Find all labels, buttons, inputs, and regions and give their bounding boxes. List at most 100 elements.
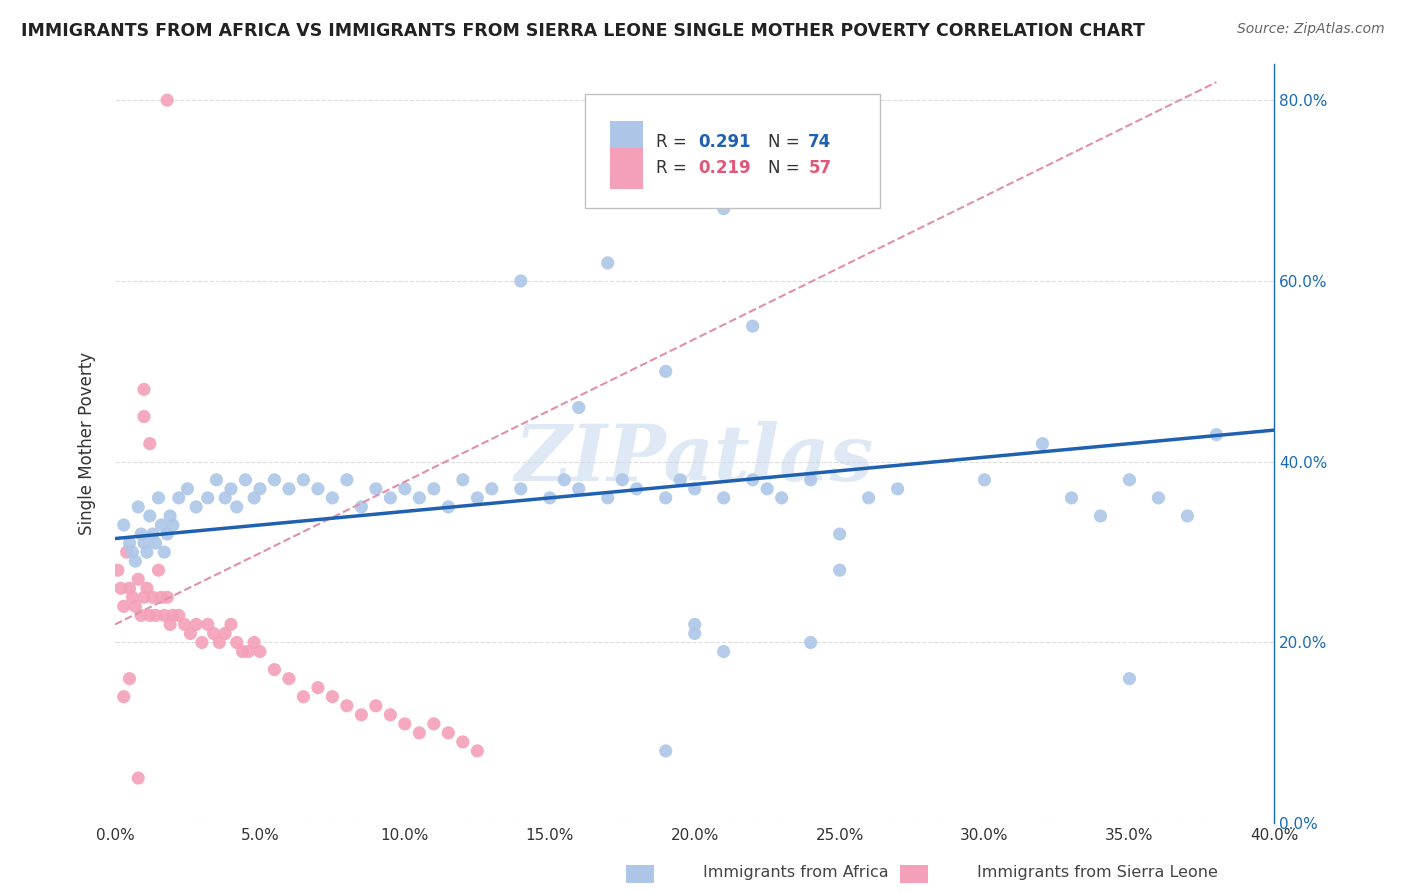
Text: 74: 74	[808, 133, 831, 151]
Point	[394, 716, 416, 731]
Point	[437, 500, 460, 514]
Text: 0.291: 0.291	[699, 133, 751, 151]
Point	[127, 500, 149, 514]
Point	[612, 184, 634, 198]
Point	[214, 491, 236, 505]
Point	[225, 500, 247, 514]
Point	[115, 545, 138, 559]
Point	[127, 771, 149, 785]
Point	[219, 482, 242, 496]
Point	[292, 690, 315, 704]
Point	[713, 202, 735, 216]
Point	[292, 473, 315, 487]
Point	[214, 626, 236, 640]
Point	[481, 482, 503, 496]
Point	[451, 735, 474, 749]
Point	[886, 482, 908, 496]
Point	[741, 473, 763, 487]
Point	[205, 473, 228, 487]
Point	[167, 491, 190, 505]
Point	[124, 554, 146, 568]
Text: N =: N =	[768, 160, 804, 178]
Point	[197, 491, 219, 505]
Point	[1118, 672, 1140, 686]
Point	[350, 707, 373, 722]
Point	[153, 545, 176, 559]
Point	[568, 482, 591, 496]
Point	[612, 473, 634, 487]
Point	[509, 274, 531, 288]
Point	[142, 591, 165, 605]
Point	[148, 563, 170, 577]
Point	[145, 608, 167, 623]
Point	[202, 626, 225, 640]
Point	[437, 726, 460, 740]
Point	[626, 482, 648, 496]
Point	[1118, 473, 1140, 487]
Point	[423, 482, 446, 496]
Point	[380, 707, 402, 722]
Point	[828, 527, 851, 541]
Point	[232, 644, 254, 658]
Point	[654, 491, 676, 505]
Point	[156, 591, 179, 605]
Point	[150, 591, 173, 605]
Point	[973, 473, 995, 487]
Point	[451, 473, 474, 487]
FancyBboxPatch shape	[585, 95, 880, 209]
Bar	[610, 121, 643, 162]
Point	[156, 527, 179, 541]
Point	[394, 482, 416, 496]
Point	[277, 482, 299, 496]
Point	[110, 581, 132, 595]
Point	[654, 744, 676, 758]
Point	[127, 572, 149, 586]
Point	[277, 672, 299, 686]
Point	[191, 635, 214, 649]
Point	[654, 364, 676, 378]
Text: Source: ZipAtlas.com: Source: ZipAtlas.com	[1237, 22, 1385, 37]
Point	[197, 617, 219, 632]
Text: Immigrants from Africa: Immigrants from Africa	[703, 865, 889, 880]
Point	[741, 319, 763, 334]
Point	[350, 500, 373, 514]
Point	[1205, 427, 1227, 442]
Point	[118, 581, 141, 595]
Point	[112, 690, 135, 704]
Point	[800, 473, 823, 487]
Point	[118, 536, 141, 550]
Point	[800, 635, 823, 649]
Point	[162, 608, 184, 623]
Point	[148, 491, 170, 505]
Point	[121, 545, 143, 559]
Point	[408, 726, 430, 740]
Point	[465, 744, 488, 758]
Point	[408, 491, 430, 505]
Point	[596, 256, 619, 270]
Point	[139, 508, 162, 523]
Point	[249, 644, 271, 658]
Point	[153, 608, 176, 623]
Point	[132, 409, 155, 424]
Point	[112, 599, 135, 614]
Point	[162, 518, 184, 533]
Text: N =: N =	[768, 133, 804, 151]
Text: IMMIGRANTS FROM AFRICA VS IMMIGRANTS FROM SIERRA LEONE SINGLE MOTHER POVERTY COR: IMMIGRANTS FROM AFRICA VS IMMIGRANTS FRO…	[21, 22, 1144, 40]
Point	[538, 491, 561, 505]
Point	[669, 473, 692, 487]
Point	[364, 482, 387, 496]
Point	[167, 608, 190, 623]
Point	[553, 473, 575, 487]
Point	[118, 672, 141, 686]
Point	[159, 617, 181, 632]
Point	[150, 518, 173, 533]
Point	[107, 563, 129, 577]
Point	[683, 617, 706, 632]
Point	[145, 536, 167, 550]
Point	[249, 482, 271, 496]
Point	[135, 545, 157, 559]
Point	[321, 491, 343, 505]
Point	[1031, 436, 1053, 450]
Point	[683, 482, 706, 496]
Point	[186, 617, 208, 632]
